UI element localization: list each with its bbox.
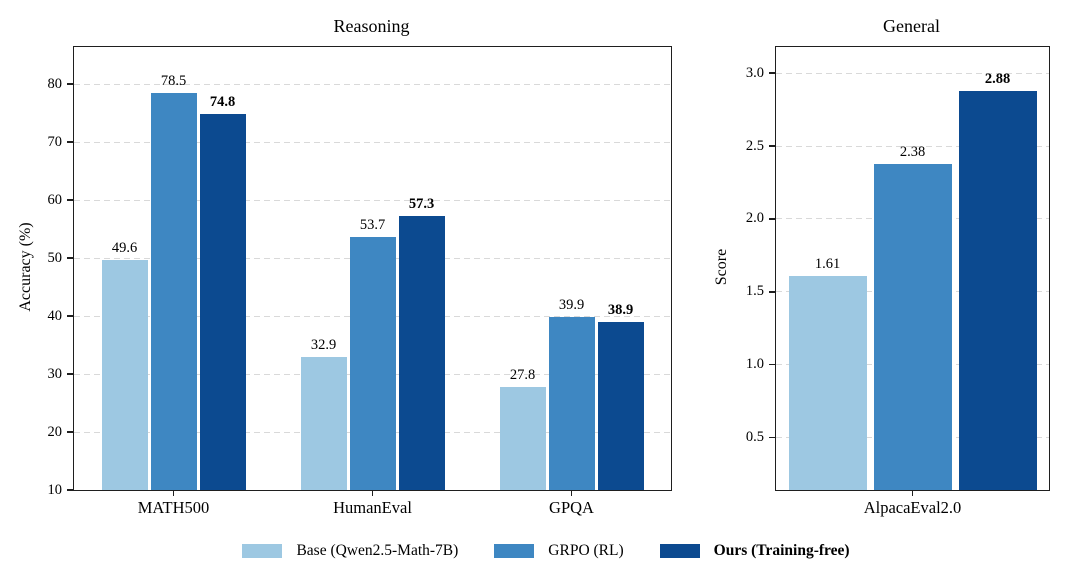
legend-label-grpo: GRPO (RL) — [548, 542, 624, 559]
bar-GPQA-series2 — [597, 322, 644, 490]
y-tick-label: 30 — [47, 365, 63, 382]
gridline — [74, 141, 671, 143]
bar-MATH500-series1 — [150, 92, 197, 490]
x-tick-mark — [371, 490, 374, 496]
y-tick-label: 60 — [47, 191, 63, 208]
y-tick-mark — [66, 199, 73, 201]
x-tick-mark — [172, 490, 175, 496]
bar-HumanEval-series2 — [398, 215, 445, 490]
y-tick-label: 20 — [47, 423, 63, 440]
x-tick-mark — [911, 490, 914, 496]
gridline — [74, 83, 671, 85]
bar-value-label: 49.6 — [111, 240, 138, 257]
legend-item-grpo: GRPO (RL) — [494, 542, 624, 560]
bar-AlpacaEval2.0-series1 — [873, 163, 952, 490]
bar-GPQA-series0 — [499, 386, 546, 490]
y-tick-label: 10 — [47, 481, 63, 498]
bar-AlpacaEval2.0-series2 — [958, 90, 1037, 490]
bar-value-label: 2.88 — [984, 70, 1011, 87]
plot-area-general: 0.5 1.0 1.5 2.0 2.5 3.0 AlpacaEval2.0 1.61 2.38 2… — [746, 46, 1050, 517]
y-tick-mark — [768, 72, 775, 74]
legend-swatch-grpo — [494, 544, 535, 558]
bar-value-label: 1.61 — [814, 255, 841, 272]
y-tick-label: 1.5 — [745, 283, 764, 300]
gridline — [74, 199, 671, 201]
bar-value-label: 57.3 — [408, 195, 435, 212]
y-tick-label: 2.0 — [745, 210, 764, 227]
x-tick-label: HumanEval — [333, 498, 412, 517]
bar-AlpacaEval2.0-series0 — [788, 275, 867, 490]
bar-value-label: 2.38 — [899, 143, 926, 160]
x-tick-label: MATH500 — [137, 498, 210, 517]
y-tick-label: 1.0 — [745, 356, 764, 373]
y-tick-mark — [66, 83, 73, 85]
y-tick-label: 50 — [47, 249, 63, 266]
bar-value-label: 38.9 — [607, 302, 634, 319]
legend: Base (Qwen2.5-Math-7B) GRPO (RL) Ours (T… — [0, 542, 1092, 560]
y-tick-mark — [66, 373, 73, 375]
y-tick-label: 70 — [47, 133, 63, 150]
legend-item-base: Base (Qwen2.5-Math-7B) — [242, 542, 458, 560]
y-tick-mark — [66, 431, 73, 433]
legend-swatch-base — [242, 544, 283, 558]
x-tick-label: GPQA — [549, 498, 594, 517]
legend-label-base: Base (Qwen2.5-Math-7B) — [296, 542, 459, 559]
bar-MATH500-series0 — [101, 260, 148, 490]
bar-value-label: 53.7 — [359, 216, 386, 233]
bar-HumanEval-series0 — [300, 357, 347, 490]
y-tick-mark — [768, 363, 775, 366]
y-tick-mark — [66, 257, 73, 259]
x-tick-mark — [570, 490, 573, 496]
y-tick-label: 2.5 — [745, 137, 764, 154]
legend-swatch-ours — [659, 544, 700, 558]
bar-GPQA-series1 — [548, 316, 595, 490]
bar-value-label: 32.9 — [310, 337, 337, 354]
chart-title-general: General — [883, 16, 940, 36]
bar-MATH500-series2 — [199, 114, 246, 490]
y-tick-mark — [768, 436, 775, 439]
bar-value-label: 27.8 — [509, 366, 536, 383]
legend-item-ours: Ours (Training-free) — [659, 542, 850, 560]
y-tick-label: 3.0 — [745, 64, 764, 81]
y-tick-mark — [768, 291, 775, 293]
y-tick-mark — [768, 145, 775, 147]
plot-area-reasoning: 10 20 30 40 50 60 70 80 MATH500 49.6 78.5 74.8 Human… — [48, 46, 672, 517]
bar-value-label: 74.8 — [209, 94, 236, 111]
y-tick-label: 0.5 — [745, 429, 764, 446]
x-tick-label: AlpacaEval2.0 — [863, 498, 962, 517]
bar-value-label: 39.9 — [558, 296, 585, 313]
bar-HumanEval-series1 — [349, 236, 396, 490]
y-tick-mark — [66, 315, 73, 317]
legend-label-ours: Ours (Training-free) — [713, 542, 850, 559]
chart-title-reasoning: Reasoning — [333, 16, 410, 36]
y-tick-label: 80 — [47, 75, 63, 92]
y-tick-mark — [768, 218, 775, 220]
gridline — [776, 72, 1049, 74]
y-tick-mark — [66, 489, 73, 491]
y-tick-mark — [66, 141, 73, 143]
gridline — [776, 145, 1049, 147]
y-tick-label: 40 — [47, 307, 63, 324]
bar-value-label: 78.5 — [160, 72, 187, 89]
